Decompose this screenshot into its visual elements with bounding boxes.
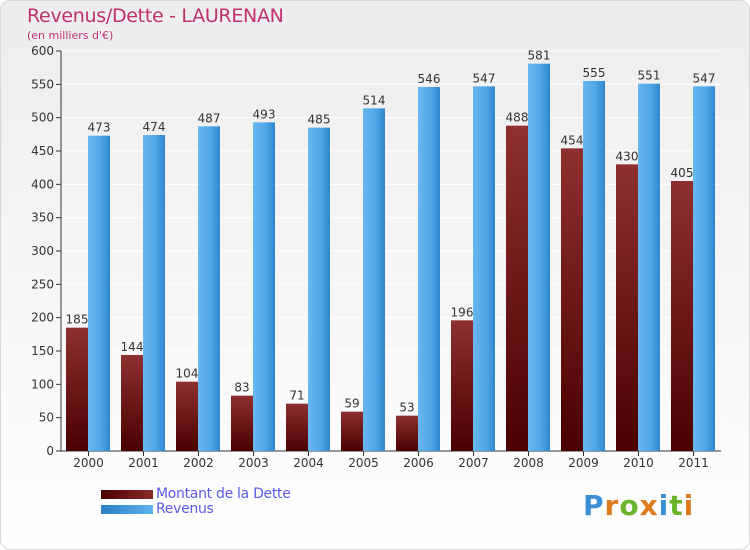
x-tick-label: 2004 [293, 456, 324, 470]
y-tick-label: 150 [31, 344, 54, 358]
bar-dette [396, 415, 418, 451]
x-tick-label: 2008 [513, 456, 544, 470]
data-label-dette: 53 [399, 401, 414, 415]
x-tick-label: 2010 [623, 456, 654, 470]
x-tick-label: 2006 [403, 456, 434, 470]
bar-revenus [418, 87, 440, 451]
y-tick-label: 450 [31, 144, 54, 158]
chart-subtitle: (en milliers d'€) [27, 29, 114, 42]
data-label-revenus: 547 [473, 71, 496, 85]
data-label-revenus: 547 [693, 71, 716, 85]
chart-title: Revenus/Dette - LAURENAN [27, 5, 284, 27]
logo-letter: o [619, 489, 640, 522]
bar-dette [286, 403, 308, 451]
bar-dette [561, 148, 583, 452]
y-tick-label: 400 [31, 177, 54, 191]
data-label-revenus: 581 [528, 49, 551, 63]
logo-letter: i [683, 489, 695, 522]
y-tick-label: 100 [31, 377, 54, 391]
data-label-revenus: 514 [363, 93, 386, 107]
legend-swatch-revenus [101, 505, 153, 514]
data-label-revenus: 485 [308, 113, 331, 127]
data-label-revenus: 546 [418, 72, 441, 86]
y-tick-label: 300 [31, 244, 54, 258]
legend-label-dette: Montant de la Dette [156, 486, 291, 502]
data-label-revenus: 555 [583, 66, 606, 80]
x-tick-label: 2002 [183, 456, 214, 470]
data-label-dette: 488 [506, 111, 529, 125]
data-label-dette: 83 [234, 381, 249, 395]
bar-revenus [473, 86, 495, 451]
bar-revenus [308, 127, 330, 452]
data-label-dette: 196 [451, 305, 474, 319]
bar-revenus [528, 63, 550, 452]
x-tick-label: 2005 [348, 456, 379, 470]
bar-revenus [638, 83, 660, 452]
data-label-dette: 144 [121, 340, 144, 354]
data-label-dette: 71 [289, 389, 304, 403]
bar-dette [506, 125, 528, 452]
data-label-dette: 430 [616, 149, 639, 163]
bar-revenus [693, 86, 715, 451]
bar-dette [231, 395, 253, 451]
bar-revenus [253, 122, 275, 451]
bar-revenus [143, 135, 165, 451]
data-label-dette: 454 [561, 133, 584, 147]
data-label-revenus: 473 [88, 121, 111, 135]
y-tick-label: 200 [31, 311, 54, 325]
x-tick-label: 2011 [678, 456, 709, 470]
proxiti-logo: Proxiti [583, 489, 694, 522]
data-label-revenus: 474 [143, 120, 166, 134]
y-tick-label: 0 [46, 444, 54, 458]
logo-letter: t [669, 489, 684, 522]
bar-dette [121, 355, 143, 451]
x-tick-label: 2001 [128, 456, 159, 470]
logo-letter: r [604, 489, 620, 522]
bar-revenus [363, 108, 385, 451]
y-tick-label: 500 [31, 111, 54, 125]
bar-dette [66, 327, 88, 451]
y-tick-label: 550 [31, 77, 54, 91]
data-label-dette: 59 [344, 397, 359, 411]
logo-letter: i [658, 489, 670, 522]
data-label-dette: 185 [66, 313, 89, 327]
data-label-revenus: 551 [638, 69, 661, 83]
logo-letter: x [639, 489, 659, 522]
bar-dette [451, 320, 473, 451]
data-label-dette: 405 [671, 166, 694, 180]
legend-swatch-dette [101, 490, 153, 499]
data-label-revenus: 487 [198, 111, 221, 125]
y-tick-label: 350 [31, 211, 54, 225]
data-label-dette: 104 [176, 367, 199, 381]
bar-dette [341, 411, 363, 451]
x-tick-label: 2007 [458, 456, 489, 470]
legend-label-revenus: Revenus [156, 501, 214, 517]
bar-revenus [88, 135, 110, 451]
y-tick-label: 600 [31, 44, 54, 58]
x-tick-label: 2009 [568, 456, 599, 470]
logo-letter: P [583, 489, 605, 522]
bar-dette [176, 381, 198, 451]
x-tick-label: 2000 [73, 456, 104, 470]
data-label-revenus: 493 [253, 107, 276, 121]
y-tick-label: 50 [39, 411, 54, 425]
bar-dette [671, 181, 693, 451]
bar-dette [616, 164, 638, 452]
bar-revenus [583, 81, 605, 451]
bar-revenus [198, 126, 220, 451]
y-tick-label: 250 [31, 277, 54, 291]
x-tick-label: 2003 [238, 456, 269, 470]
